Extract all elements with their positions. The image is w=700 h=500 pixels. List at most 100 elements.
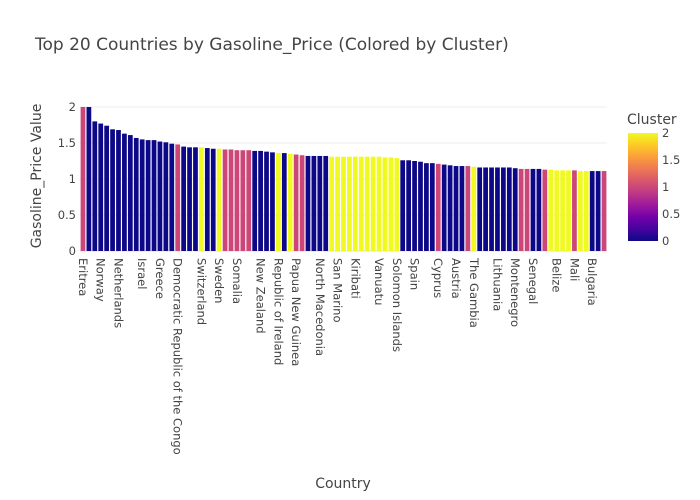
bar — [560, 170, 565, 251]
x-tick-label: Spain — [408, 258, 422, 290]
y-tick-label: 0 — [69, 244, 76, 258]
bar — [80, 107, 86, 251]
bar — [246, 150, 252, 251]
bar — [341, 156, 346, 251]
bar — [394, 158, 400, 251]
bar — [536, 168, 542, 251]
bar — [187, 147, 192, 251]
x-tick-label: Cyprus — [431, 258, 445, 298]
colorbar-tick-label: 1.5 — [662, 153, 680, 167]
bar — [311, 155, 317, 251]
bar — [358, 156, 364, 251]
colorbar-tick-label: 1 — [662, 180, 669, 194]
bar — [169, 143, 175, 251]
bar — [252, 150, 258, 251]
bar — [471, 166, 477, 251]
y-tick-labels: 0 0.5 1 1.5 2 — [58, 100, 76, 258]
y-tick-label: 0.5 — [58, 208, 76, 222]
x-tick-label: San Marino — [331, 258, 345, 323]
bar — [554, 170, 560, 251]
bar — [530, 168, 536, 251]
bar — [181, 146, 186, 251]
bar — [193, 147, 198, 251]
bar — [347, 156, 352, 251]
x-tick-label: Lithuania — [490, 258, 504, 311]
bar — [441, 164, 447, 251]
bar — [264, 151, 269, 251]
bar — [595, 171, 601, 251]
colorbar-ticks: 0 0.5 1 1.5 2 — [662, 126, 680, 248]
x-tick-label: Vanuatu — [372, 258, 386, 305]
bar — [382, 157, 388, 251]
bar — [524, 168, 530, 251]
bar — [299, 155, 305, 251]
bar — [453, 166, 459, 251]
bar — [518, 168, 524, 251]
bar — [133, 137, 139, 251]
x-tick-labels: Eritrea Norway Netherlands Israel Greece Demo… — [76, 257, 599, 455]
x-tick-label: Senegal — [526, 258, 540, 304]
y-axis-title: Gasoline_Price Value — [29, 104, 45, 249]
bar — [210, 148, 216, 251]
colorbar: Cluster 0 0.5 1 1.5 2 — [627, 112, 680, 248]
x-tick-label: Netherlands — [111, 258, 125, 328]
bar — [335, 156, 340, 251]
chart-title: Top 20 Countries by Gasoline_Price (Colo… — [34, 35, 509, 55]
bar — [388, 157, 394, 251]
colorbar-tick-label: 2 — [662, 126, 669, 140]
bar — [270, 152, 275, 251]
x-tick-label: North Macedonia — [313, 258, 327, 356]
bar — [234, 150, 240, 251]
bar — [459, 166, 465, 251]
bar — [122, 133, 127, 251]
colorbar-tick-label: 0.5 — [662, 207, 680, 221]
bar — [376, 156, 382, 251]
bar — [151, 140, 157, 251]
bar — [228, 149, 234, 251]
x-tick-label: Greece — [153, 258, 167, 299]
colorbar-gradient — [628, 133, 658, 241]
bar — [435, 163, 441, 251]
bar — [127, 135, 133, 251]
bar — [329, 156, 335, 251]
bar — [104, 125, 110, 251]
x-tick-label: Eritrea — [76, 258, 90, 296]
x-tick-label: Solomon Islands — [390, 258, 404, 352]
bar — [447, 165, 453, 251]
colorbar-tick-label: 0 — [662, 234, 669, 248]
x-tick-label: Belize — [550, 258, 564, 292]
bar — [577, 171, 583, 251]
bar — [157, 141, 163, 251]
y-tick-label: 2 — [69, 100, 76, 114]
bar — [370, 156, 376, 251]
bar — [424, 163, 429, 251]
bar — [92, 121, 98, 252]
bar — [323, 155, 329, 251]
bar — [276, 153, 281, 251]
bar — [483, 167, 488, 251]
bar — [287, 153, 293, 251]
bar — [145, 140, 151, 251]
y-tick-label: 1 — [69, 172, 76, 186]
bar — [400, 160, 406, 251]
bar — [199, 147, 204, 251]
bar — [116, 130, 121, 251]
x-tick-label: Sweden — [212, 258, 226, 303]
bar — [98, 123, 104, 251]
bar — [542, 169, 548, 251]
bar — [418, 161, 423, 251]
bar — [175, 144, 181, 251]
bar — [512, 168, 518, 251]
bar — [204, 148, 210, 251]
bar — [601, 171, 607, 251]
x-axis-title: Country — [315, 476, 371, 492]
bar — [572, 170, 577, 251]
bar — [495, 167, 500, 251]
x-tick-label: Austria — [449, 258, 463, 299]
bar — [222, 149, 228, 251]
bar — [506, 167, 512, 251]
x-tick-label: The Gambia — [467, 257, 481, 328]
bar — [548, 169, 554, 251]
bar — [139, 139, 145, 251]
